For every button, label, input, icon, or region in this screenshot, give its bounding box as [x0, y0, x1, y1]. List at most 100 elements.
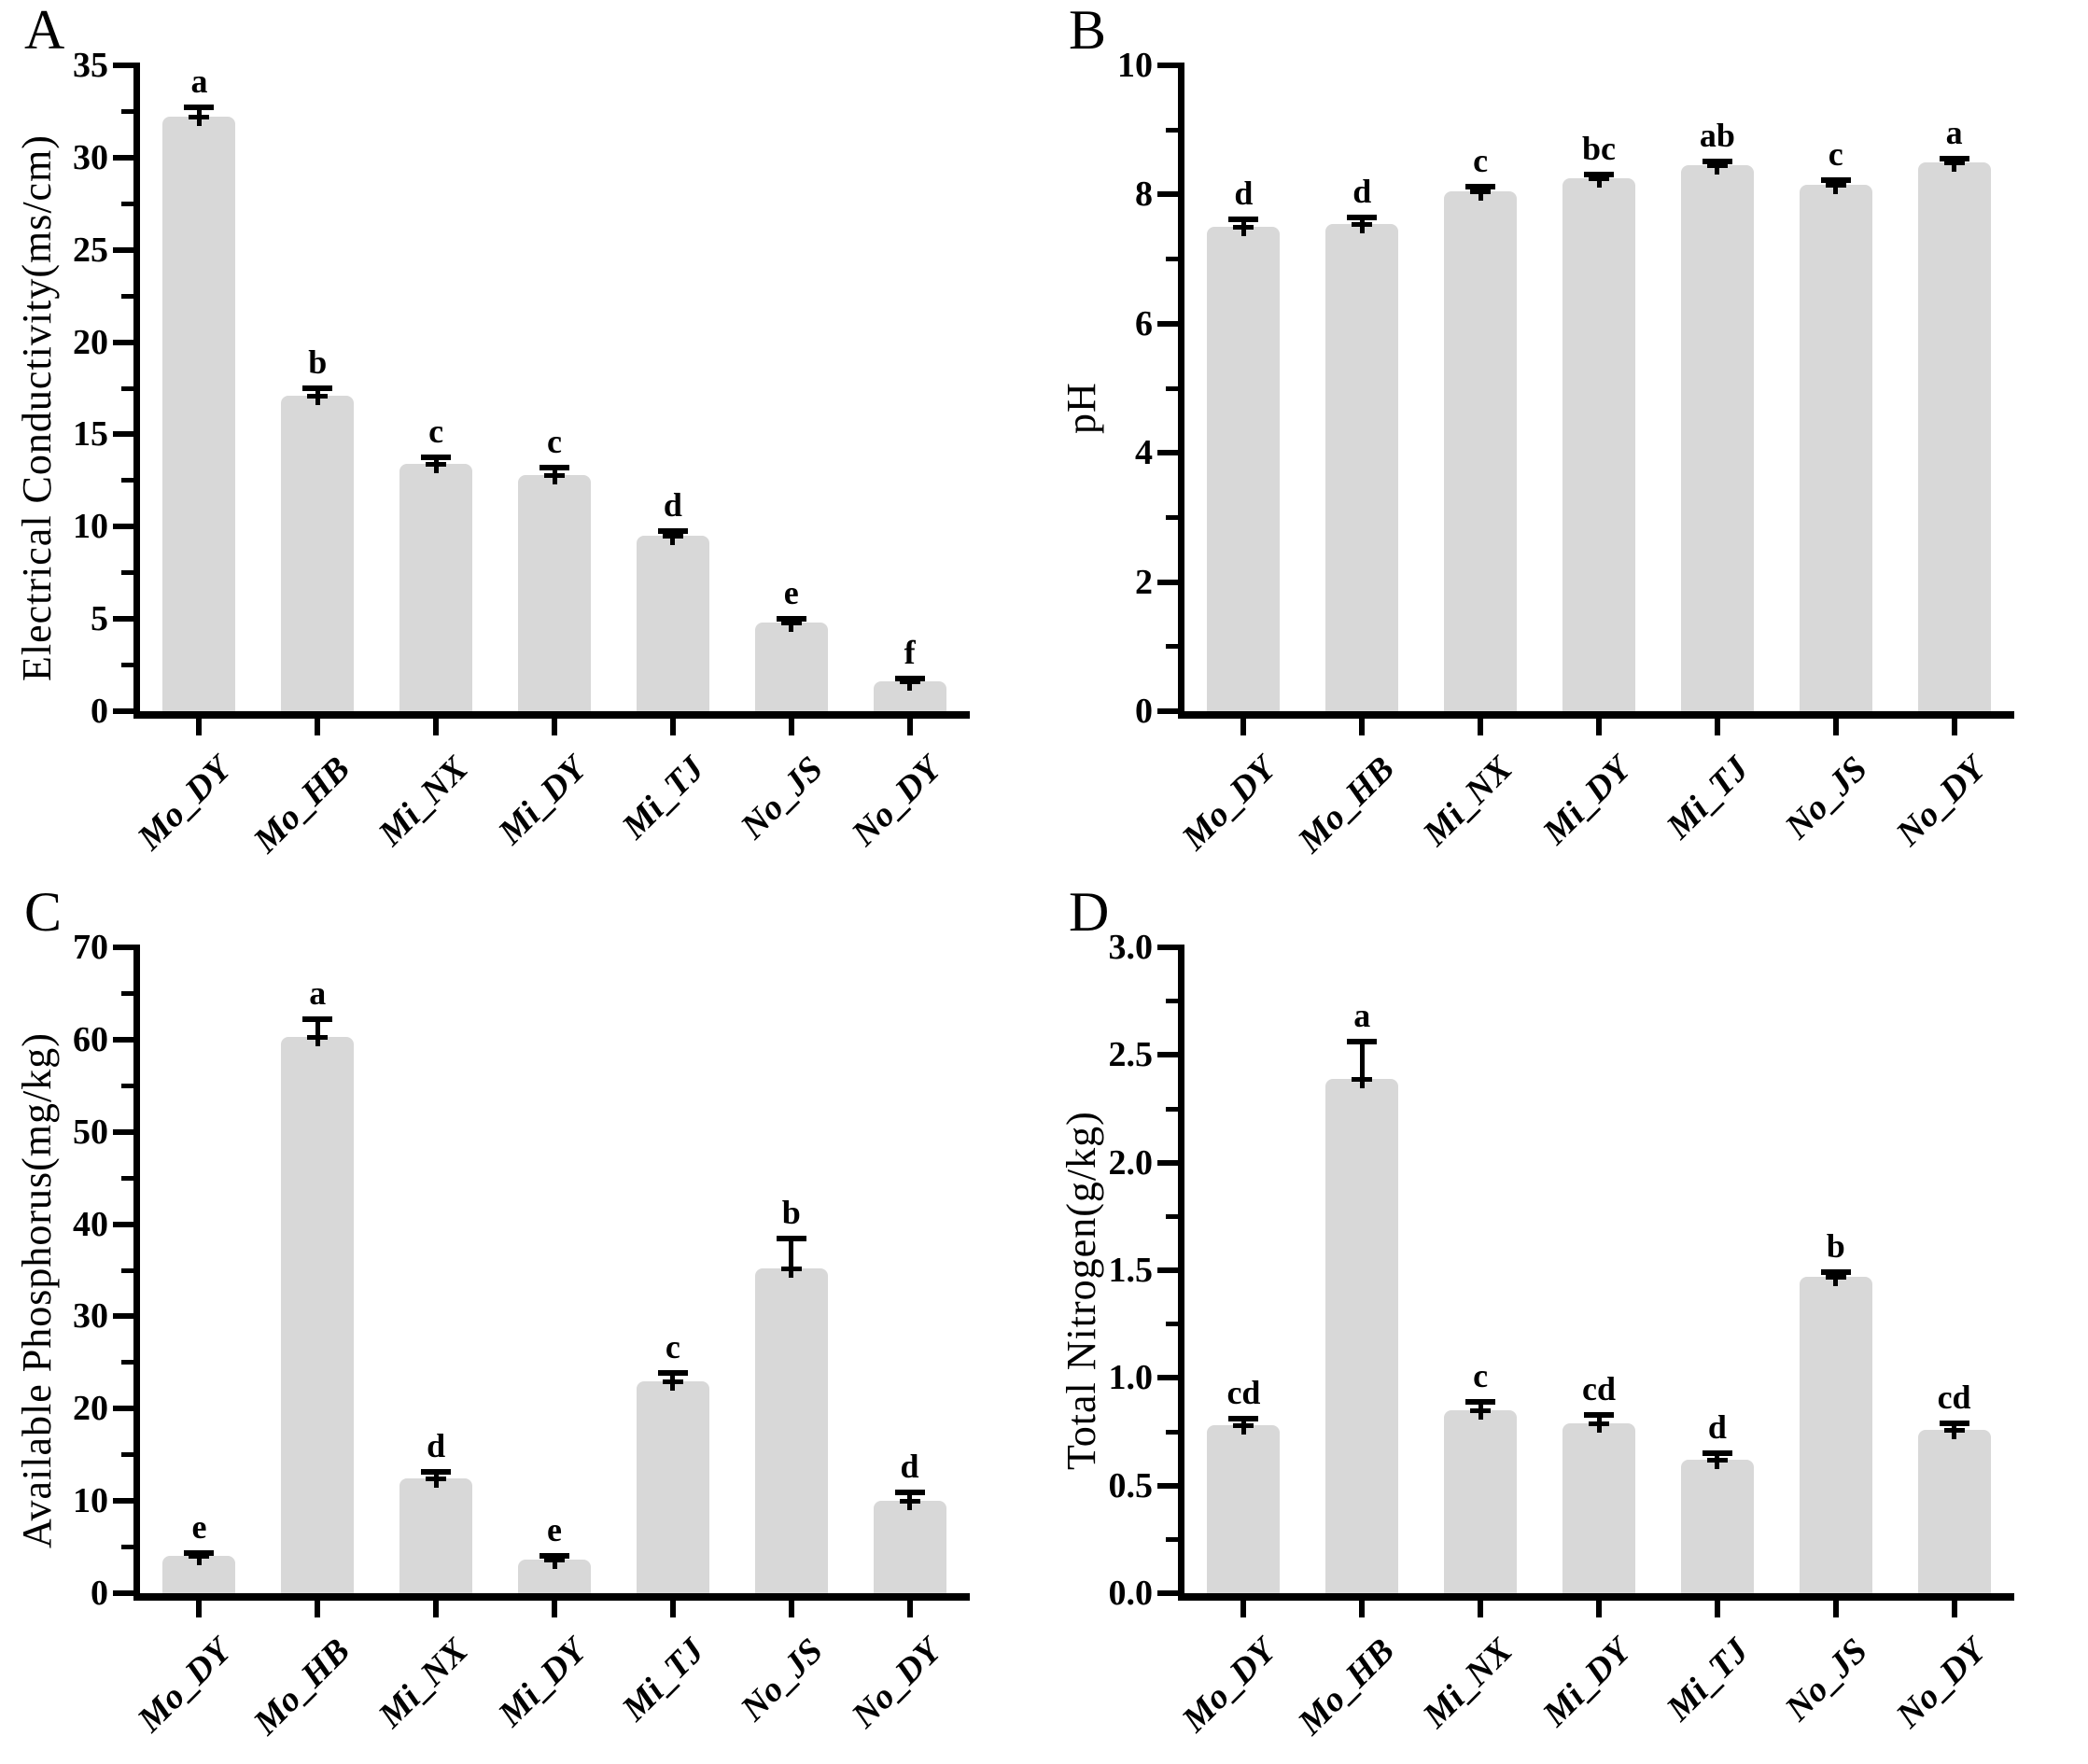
- y-minor-tick: [1166, 1429, 1178, 1435]
- x-tick: [433, 1601, 440, 1617]
- error-bar-cap: [1939, 155, 1969, 161]
- significance-letter: b: [1826, 1227, 1845, 1266]
- y-major-tick: [1157, 1482, 1178, 1489]
- y-tick-label: 10: [73, 507, 108, 547]
- error-bar-mean-dash: [1589, 176, 1609, 182]
- error-bar-mean-dash: [544, 472, 565, 478]
- error-bar-cap: [302, 385, 333, 391]
- bar: [1444, 1409, 1518, 1593]
- error-bar-mean-dash: [1233, 1423, 1254, 1429]
- plot-area-C: 0 10 20 30 40 50 60 70 e Mo_DY a Mo_HB d Mi_NX e Mi_DY c…: [73, 930, 970, 1743]
- y-minor-tick: [121, 663, 133, 668]
- panel-letter-D: D: [1069, 881, 1110, 943]
- y-major-tick: [113, 339, 133, 345]
- panel-letter-C: C: [24, 881, 63, 943]
- y-minor-tick: [121, 293, 133, 299]
- significance-letter: d: [1707, 1408, 1727, 1447]
- y-minor-tick: [121, 108, 133, 114]
- y-major-tick: [1157, 450, 1178, 456]
- error-bar-cap: [894, 1490, 925, 1496]
- significance-letter: d: [663, 486, 682, 525]
- bar: [1917, 161, 1991, 711]
- y-minor-tick: [1166, 514, 1178, 520]
- x-tick-label: No_DY: [1889, 1631, 1994, 1736]
- y-tick-label: 2.5: [1108, 1035, 1154, 1075]
- error-bar-mean-dash: [189, 1554, 210, 1560]
- y-tick-label: 50: [73, 1112, 108, 1152]
- y-axis-line: [133, 63, 140, 719]
- panel-letter-A: A: [24, 0, 65, 61]
- x-axis-line: [133, 711, 970, 719]
- y-axis-line: [133, 945, 140, 1601]
- y-major-tick: [113, 1221, 133, 1227]
- error-bar-mean-dash: [780, 1267, 802, 1272]
- error-bar-mean-dash: [1943, 160, 1965, 165]
- y-major-tick: [113, 1590, 133, 1596]
- significance-letter: c: [1473, 142, 1489, 180]
- x-tick: [1596, 1601, 1602, 1617]
- y-minor-tick: [1166, 1322, 1178, 1327]
- error-bar-mean-dash: [544, 1558, 565, 1563]
- error-bar-mean-dash: [1706, 1457, 1728, 1463]
- y-tick-label: 0.0: [1108, 1574, 1154, 1613]
- error-bar-cap: [421, 1468, 452, 1475]
- error-bar-whisker: [789, 1239, 794, 1278]
- bar: [281, 395, 355, 711]
- x-axis-line: [1178, 711, 2014, 719]
- bar: [399, 1478, 473, 1593]
- x-tick-label: No_DY: [845, 749, 949, 854]
- x-tick-label: Mo_HB: [245, 749, 357, 861]
- y-axis-title-ph: pH: [1058, 382, 1104, 435]
- error-bar-cap: [1465, 1398, 1496, 1405]
- y-tick-label: 1.0: [1108, 1358, 1154, 1398]
- x-tick: [196, 719, 203, 735]
- y-minor-tick: [121, 990, 133, 996]
- error-bar-cap: [657, 528, 688, 535]
- error-bar-mean-dash: [1352, 221, 1373, 227]
- y-minor-tick: [121, 1360, 133, 1365]
- error-bar-cap: [1347, 214, 1378, 220]
- error-bar-mean-dash: [307, 393, 329, 399]
- error-bar-cap: [1820, 177, 1851, 184]
- bar: [1562, 178, 1635, 711]
- y-major-tick: [1157, 1267, 1178, 1273]
- x-tick: [788, 719, 794, 735]
- significance-letter: d: [1352, 172, 1372, 210]
- error-bar-cap: [1702, 159, 1732, 165]
- significance-letter: c: [665, 1327, 680, 1365]
- x-tick: [1240, 1601, 1247, 1617]
- x-tick: [669, 1601, 676, 1617]
- error-bar-cap: [184, 1549, 215, 1556]
- y-major-tick: [1157, 1590, 1178, 1596]
- error-bar-mean-dash: [1706, 163, 1728, 169]
- bar: [518, 474, 591, 711]
- x-tick-label: Mo_HB: [1290, 1631, 1402, 1743]
- y-tick-label: 0: [91, 692, 108, 731]
- error-bar-cap: [1820, 1269, 1851, 1276]
- x-tick: [1714, 1601, 1720, 1617]
- error-bar-cap: [1465, 184, 1496, 190]
- x-tick-label: Mo_HB: [245, 1631, 357, 1743]
- bar: [1207, 227, 1281, 711]
- significance-letter: c: [547, 423, 562, 461]
- x-tick-label: Mi_TJ: [614, 749, 713, 847]
- y-minor-tick: [1166, 644, 1178, 650]
- y-minor-tick: [121, 1175, 133, 1181]
- bar: [1325, 1078, 1399, 1593]
- x-tick-label: Mo_DY: [1174, 749, 1283, 858]
- significance-letter: e: [783, 574, 799, 612]
- y-tick-label: 2: [1135, 562, 1153, 602]
- significance-letter: c: [1828, 135, 1843, 174]
- bar: [399, 464, 473, 711]
- error-bar-mean-dash: [780, 621, 802, 626]
- x-tick: [1714, 719, 1720, 735]
- error-bar-cap: [1228, 216, 1259, 222]
- x-tick: [1478, 719, 1484, 735]
- bar: [1917, 1429, 1991, 1593]
- y-tick-label: 40: [73, 1204, 108, 1244]
- significance-letter: c: [1473, 1356, 1489, 1394]
- y-major-tick: [113, 246, 133, 253]
- y-tick-label: 3.0: [1108, 928, 1154, 967]
- error-bar-mean-dash: [426, 1477, 447, 1482]
